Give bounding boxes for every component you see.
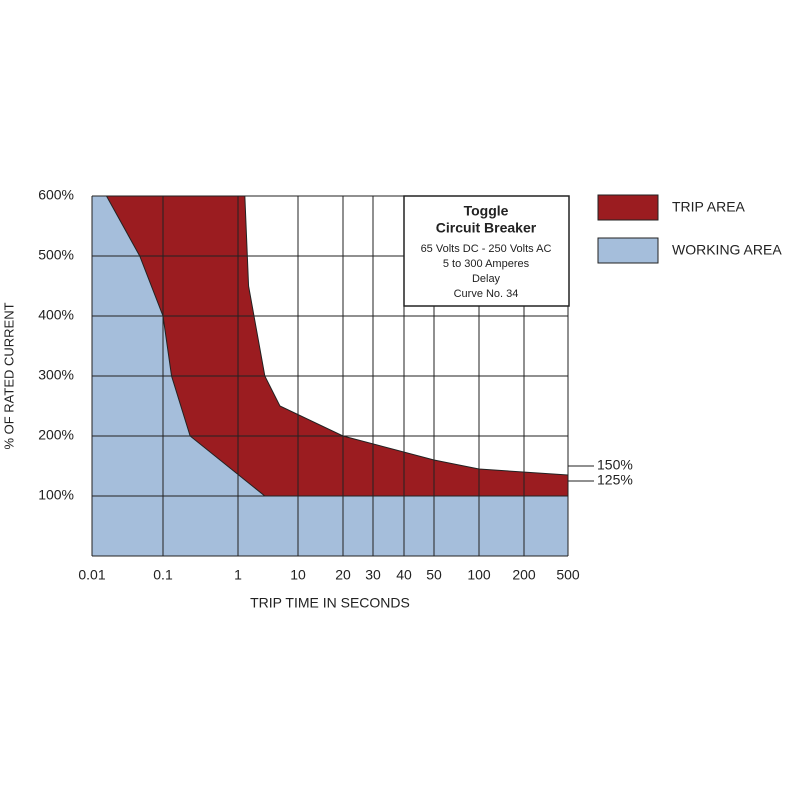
- plot-area: [92, 195, 569, 556]
- y-axis-label: % OF RATED CURRENT: [1, 302, 16, 449]
- y-tick-label: 300%: [38, 367, 74, 383]
- x-tick-label: 0.1: [153, 567, 173, 583]
- y-tick-label: 100%: [38, 487, 74, 503]
- info-line: Delay: [472, 273, 501, 285]
- x-tick-label: 20: [335, 567, 351, 583]
- legend-swatch: [597, 194, 659, 221]
- y-tick-label: 200%: [38, 427, 74, 443]
- x-tick-label: 500: [556, 567, 580, 583]
- x-tick-label: 30: [365, 567, 381, 583]
- annotation: 125%: [597, 472, 633, 488]
- x-tick-label: 100: [467, 567, 491, 583]
- x-tick-label: 40: [396, 567, 412, 583]
- x-tick-label: 200: [512, 567, 536, 583]
- legend-label: WORKING AREA: [672, 242, 782, 258]
- legend-swatch: [597, 237, 659, 264]
- y-tick-label: 600%: [38, 187, 74, 203]
- x-tick-label: 50: [426, 567, 442, 583]
- y-tick-label: 400%: [38, 307, 74, 323]
- x-tick-label: 10: [290, 567, 306, 583]
- info-line: 65 Volts DC - 250 Volts AC: [421, 243, 552, 255]
- chart-title: Toggle: [464, 203, 509, 219]
- info-box-frame: [403, 195, 570, 307]
- x-axis-label: TRIP TIME IN SECONDS: [250, 595, 410, 611]
- legend-label: TRIP AREA: [672, 199, 746, 215]
- chart-title: Circuit Breaker: [436, 220, 537, 236]
- info-line: Curve No. 34: [454, 288, 519, 300]
- area: [92, 196, 568, 556]
- area-edge: [92, 195, 568, 497]
- x-tick-label: 0.01: [78, 567, 105, 583]
- info-line: 5 to 300 Amperes: [443, 258, 530, 270]
- annotation: 150%: [597, 457, 633, 473]
- area-edge: [106, 195, 569, 476]
- x-tick-label: 1: [234, 567, 242, 583]
- y-tick-label: 500%: [38, 247, 74, 263]
